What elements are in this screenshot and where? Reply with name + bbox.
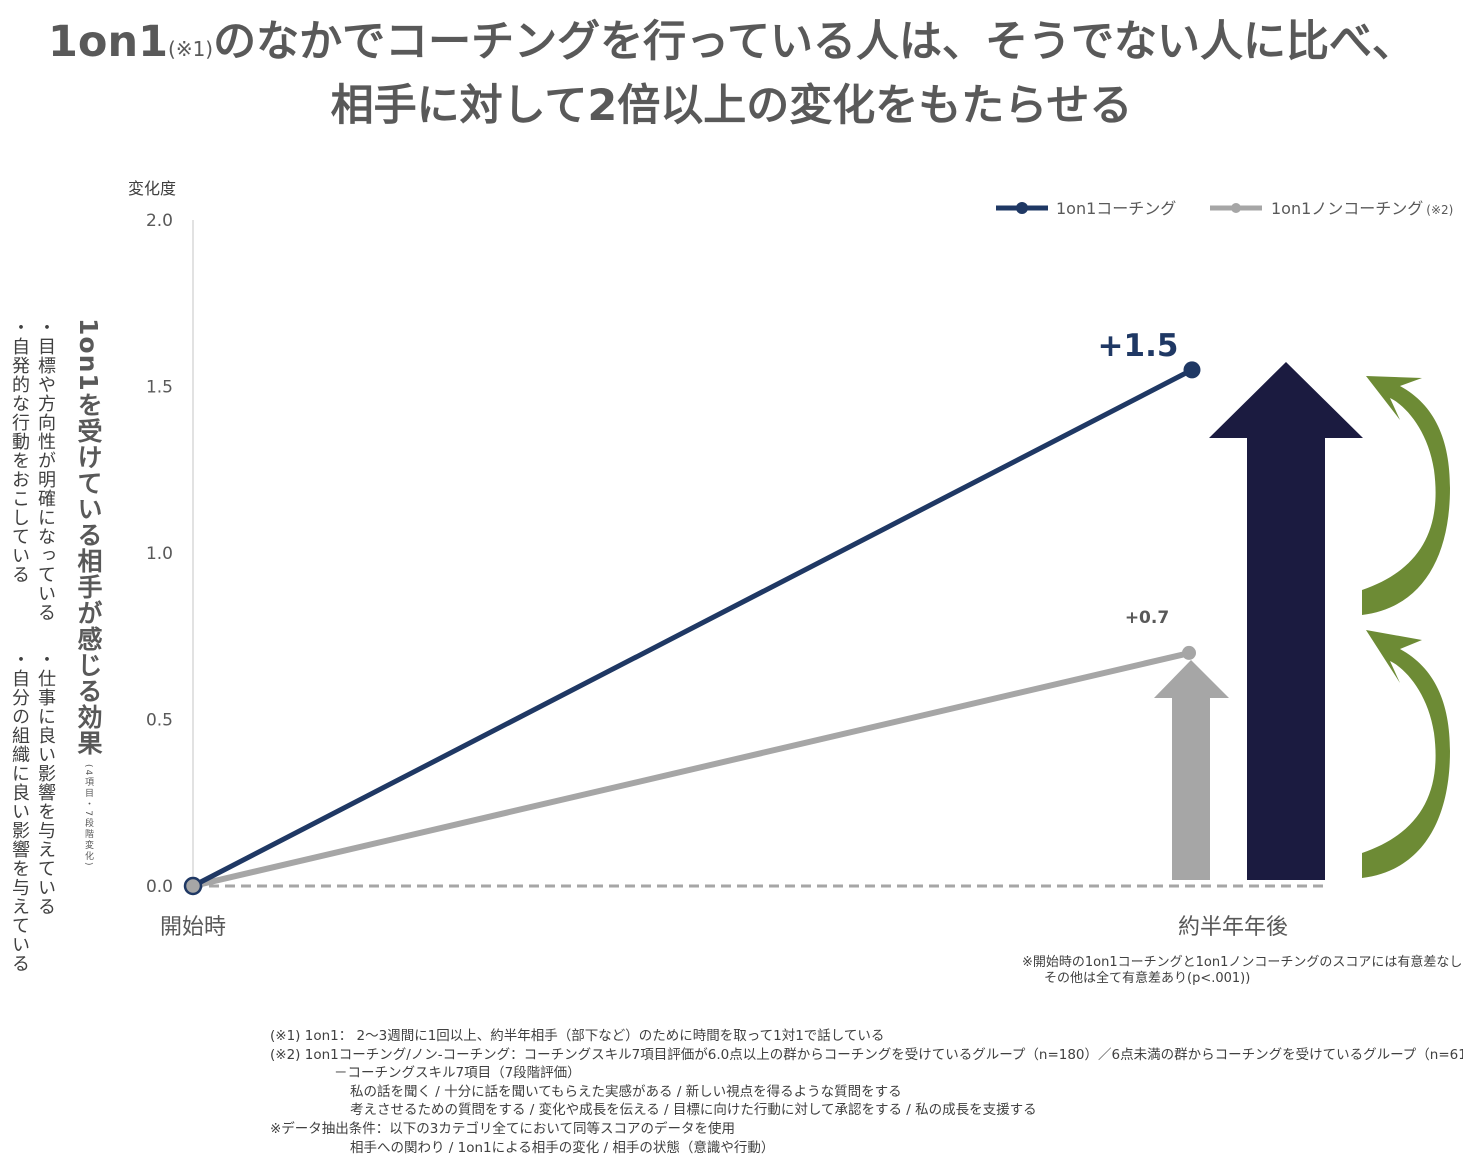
footnotes: (※1) 1on1： 2～3週間に1回以上、約半年相手（部下など）のために時間を… [270,1027,1463,1157]
footnote: －コーチングスキル7項目（7段階評価） [334,1065,581,1082]
y-tick-label: 1.0 [146,544,173,564]
y-tick-label: 2.0 [146,211,173,231]
data-point-noncoaching-end [1182,645,1196,660]
x-tick-label: 約半年年後 [1178,915,1288,940]
title-rest: のなかでコーチングを行っている人は、そうでない人に比べ、 [213,17,1415,67]
curved-arrow-lower [1362,630,1450,878]
side-item-group-2: ・仕事に良い影響を与えている ・自分の組織に良い影響を与えている [6,650,58,973]
data-point-coaching-end [1183,361,1201,379]
y-tick-label: 1.5 [146,378,173,398]
title-line-1: 1on1(※1)のなかでコーチングを行っている人は、そうでない人に比べ、 [0,14,1463,77]
footnote: 考えさせるための質問をする / 変化や成長を伝える / 目標に向けた行動に対して… [350,1102,1037,1119]
side-item: ・目標や方向性が明確になっている [35,318,56,622]
y-tick-label: 0.5 [146,711,173,731]
significance-note: ※開始時の1on1コーチングと1on1ノンコーチングのスコアには有意差なし その… [1022,955,1462,987]
side-item: ・仕事に良い影響を与えている [35,650,56,916]
noncoaching-arrow [1154,660,1229,880]
x-tick-label: 開始時 [160,915,226,940]
side-heading-text: 1on1を受けている相手が感じる効果 [74,318,103,756]
page-title: 1on1(※1)のなかでコーチングを行っている人は、そうでない人に比べ、 相手に… [0,14,1463,135]
legend-label-noncoaching: 1on1ノンコーチング (※2) [1271,199,1453,218]
footnote: (※2) 1on1コーチング/ノン-コーチング：コーチングスキル7項目評価が6.… [270,1046,1463,1063]
data-point-noncoaching-start [185,878,201,894]
legend: 1on1コーチング 1on1ノンコーチング (※2) [996,199,1453,218]
legend-label-coaching: 1on1コーチング [1056,199,1176,218]
title-main: 1on1 [48,17,169,67]
data-label-noncoaching: +0.7 [1125,608,1169,628]
series-line-noncoaching [190,649,1193,889]
side-item-group-1: ・目標や方向性が明確になっている ・自発的な行動をおこしている [6,318,58,622]
data-point-coaching-start [183,876,203,896]
y-tick-label: 0.0 [146,877,173,897]
data-label-coaching: +1.5 [1098,328,1179,364]
significance-note-line: ※開始時の1on1コーチングと1on1ノンコーチングのスコアには有意差なし [1022,955,1463,970]
legend-marker-coaching [1016,202,1028,214]
coaching-arrow [1209,362,1363,880]
y-axis-label: 変化度 [128,179,176,198]
curved-arrow-upper [1362,376,1450,615]
footnote: 私の話を聞く / 十分に話を聞いてもらえた実感がある / 新しい視点を得るような… [350,1083,902,1100]
side-heading-sub: (4項目・7段階変化) [83,763,93,868]
footnote: ※データ抽出条件：以下の3カテゴリ全てにおいて同等スコアのデータを使用 [270,1120,735,1137]
side-item: ・自分の組織に良い影響を与えている [9,650,30,973]
title-line-2: 相手に対して2倍以上の変化をもたらせる [330,81,1133,131]
side-heading: 1on1を受けている相手が感じる効果 (4項目・7段階変化) [70,318,106,867]
title-note: (※1) [168,37,214,61]
series-line-coaching [190,367,1195,889]
legend-marker-noncoaching [1231,203,1241,213]
chart: 変化度 0.00.51.01.52.0 開始時 約半年年後 +1.5 +0.7 … [128,179,1453,940]
footnote: (※1) 1on1： 2～3週間に1回以上、約半年相手（部下など）のために時間を… [270,1028,885,1044]
side-item: ・自発的な行動をおこしている [9,318,30,584]
significance-note-line: その他は全て有意差あり(p<.001)) [1044,971,1251,986]
footnote: 相手への関わり / 1on1による相手の変化 / 相手の状態（意識や行動） [350,1139,775,1156]
y-ticks: 0.0 0.5 1.0 1.5 2.0 [146,211,173,897]
